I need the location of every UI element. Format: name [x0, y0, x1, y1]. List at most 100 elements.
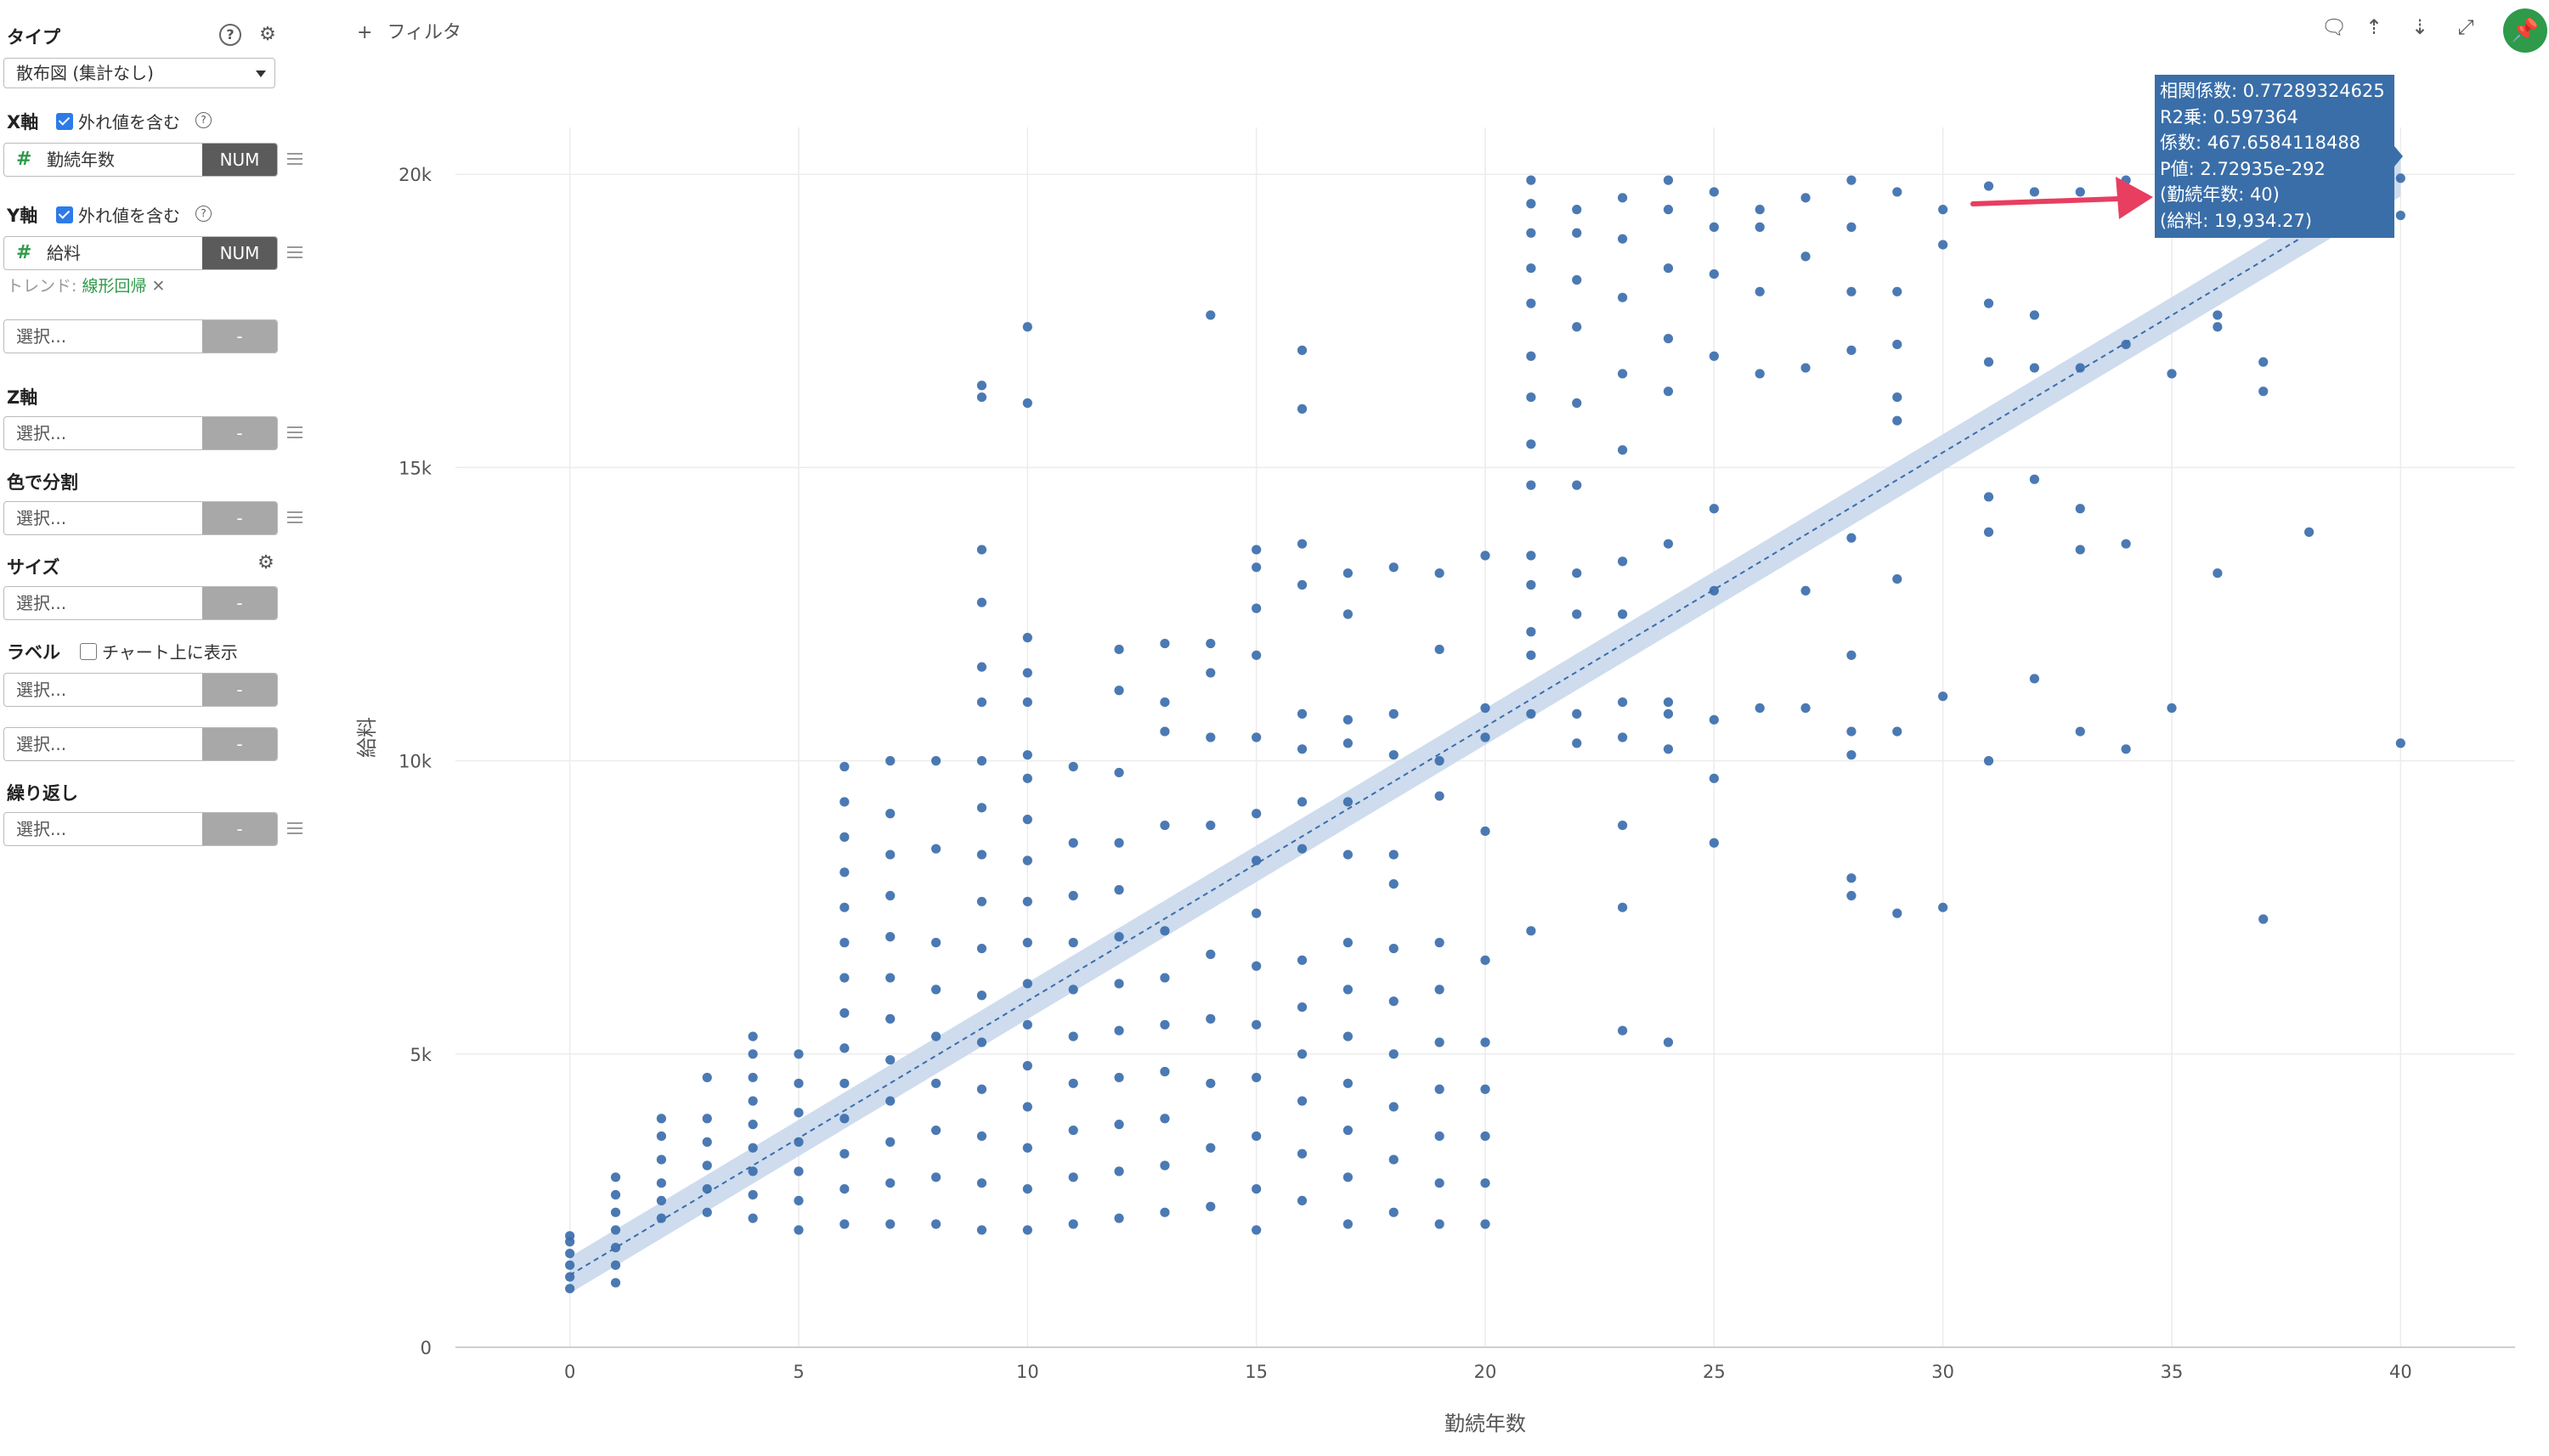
data-point — [748, 1189, 758, 1200]
plus-icon: + — [357, 22, 373, 43]
x-axis-type-tag[interactable]: NUM — [202, 144, 277, 176]
data-point — [1068, 1031, 1078, 1041]
data-point — [885, 809, 896, 819]
data-point — [1983, 357, 1994, 367]
size-tag[interactable]: - — [202, 587, 277, 619]
data-point — [1480, 732, 1490, 742]
x-axis-column-field[interactable]: # 勤続年数 NUM — [3, 143, 278, 177]
data-point — [1800, 585, 1811, 596]
gear-icon[interactable]: ⚙ — [257, 552, 274, 573]
x-tick-label: 5 — [793, 1362, 804, 1382]
z-axis-tag[interactable]: - — [202, 417, 277, 449]
data-point — [976, 1178, 987, 1188]
x-tick-label: 20 — [1474, 1362, 1497, 1382]
size-field[interactable]: 選択... - — [3, 586, 278, 620]
data-point — [1206, 949, 1216, 960]
color-split-tag[interactable]: - — [202, 502, 277, 534]
data-point — [2395, 210, 2405, 221]
x-axis-column-name: 勤続年数 — [47, 150, 115, 170]
data-point — [2121, 175, 2131, 185]
label-tag-2[interactable]: - — [202, 728, 277, 760]
data-point — [976, 1225, 987, 1235]
repeat-field[interactable]: 選択... - — [3, 812, 278, 846]
data-point — [1526, 926, 1536, 936]
add-filter-button[interactable]: + フィルタ — [357, 17, 461, 44]
data-point — [1618, 1025, 1628, 1036]
remove-trend-icon[interactable]: ✕ — [151, 277, 166, 296]
y-tick-label: 0 — [421, 1338, 432, 1358]
data-point — [1480, 1084, 1490, 1094]
upload-icon[interactable]: ⇡ — [2365, 15, 2383, 39]
menu-icon[interactable] — [287, 246, 302, 258]
data-point — [1297, 1195, 1308, 1206]
menu-icon[interactable] — [287, 511, 302, 523]
data-point — [2213, 568, 2223, 578]
extra-select-placeholder: 選択... — [16, 326, 67, 347]
extra-select-field[interactable]: 選択... - — [3, 319, 278, 353]
data-point — [1160, 697, 1170, 708]
tooltip-line: R2乗: 0.597364 — [2160, 106, 2298, 127]
z-axis-title: Z軸 — [7, 387, 38, 408]
checkbox-unchecked-icon[interactable] — [80, 642, 97, 660]
data-point — [976, 990, 987, 1001]
extra-select-tag[interactable]: - — [202, 320, 277, 353]
show-on-chart[interactable]: チャート上に表示 — [80, 639, 238, 663]
data-point — [1252, 732, 1262, 742]
x-include-outliers[interactable]: 外れ値を含む — [56, 109, 180, 133]
z-axis-field[interactable]: 選択... - — [3, 416, 278, 450]
data-point — [839, 797, 850, 807]
data-point — [1342, 1125, 1353, 1136]
gear-icon[interactable]: ⚙ — [259, 24, 276, 45]
filter-label: フィルタ — [387, 22, 461, 43]
menu-icon[interactable] — [287, 426, 302, 438]
data-point — [1206, 1013, 1216, 1024]
data-point — [1526, 439, 1536, 449]
data-point — [2121, 744, 2131, 754]
expand-icon[interactable]: ⤢ — [2457, 15, 2474, 39]
trend-value[interactable]: 線形回帰 — [82, 277, 147, 296]
data-point — [2304, 527, 2314, 537]
menu-icon[interactable] — [287, 153, 302, 165]
y-axis-label: 給料 — [355, 717, 379, 758]
x-tick-label: 15 — [1245, 1362, 1268, 1382]
menu-icon[interactable] — [287, 822, 302, 834]
data-point — [1846, 873, 1857, 883]
data-point — [1572, 398, 1582, 409]
data-point — [1297, 708, 1308, 719]
data-point — [1983, 298, 1994, 308]
y-include-outliers[interactable]: 外れ値を含む — [56, 202, 180, 227]
help-icon[interactable]: ? — [219, 24, 241, 46]
y-axis-column-field[interactable]: # 給料 NUM — [3, 236, 278, 270]
color-split-field[interactable]: 選択... - — [3, 501, 278, 535]
data-point — [885, 1137, 896, 1147]
data-point — [1252, 1019, 1262, 1030]
help-icon[interactable]: ? — [195, 112, 212, 128]
data-point — [976, 756, 987, 766]
data-point — [1388, 750, 1399, 760]
data-point — [1526, 650, 1536, 660]
data-point — [2121, 539, 2131, 549]
data-point — [1618, 445, 1628, 455]
checkbox-checked-icon[interactable] — [56, 112, 73, 130]
data-point — [1663, 708, 1674, 719]
data-point — [1434, 938, 1444, 948]
label-field-2[interactable]: 選択... - — [3, 727, 278, 761]
pin-icon[interactable]: 📌 — [2503, 8, 2547, 53]
y-axis-type-tag[interactable]: NUM — [202, 237, 277, 269]
label-tag-1[interactable]: - — [202, 674, 277, 706]
data-point — [1434, 568, 1444, 578]
data-point — [1297, 844, 1308, 854]
data-point — [1297, 1049, 1308, 1059]
data-point — [931, 985, 941, 995]
comment-icon[interactable]: 🗨 — [2321, 15, 2348, 39]
chart-type-select[interactable]: 散布図 (集計なし) — [3, 58, 275, 88]
label-field-1[interactable]: 選択... - — [3, 673, 278, 707]
help-icon[interactable]: ? — [195, 206, 212, 222]
data-point — [1892, 339, 1902, 350]
data-point — [1022, 896, 1032, 906]
repeat-tag[interactable]: - — [202, 813, 277, 845]
checkbox-checked-icon[interactable] — [56, 206, 73, 223]
data-point — [1434, 1178, 1444, 1188]
data-point — [976, 381, 987, 391]
download-icon[interactable]: ⇣ — [2411, 15, 2429, 39]
